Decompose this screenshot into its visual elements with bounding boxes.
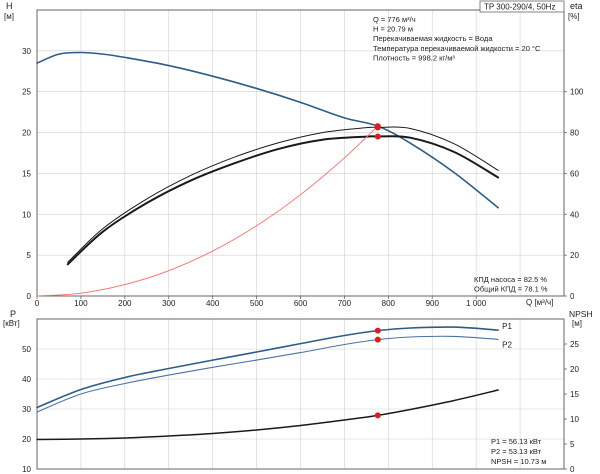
series-line-eta-total: [66, 135, 500, 266]
power-npsh-panel: 10 20 30 40 50 0 5 10 15 20 25 P1 P2 P [кВт] NPSH …: [3, 309, 593, 474]
series-line-p1: [36, 326, 499, 409]
top-x-axis-label: Q [м³/ч]: [526, 298, 553, 307]
y-left-tick-label: 0: [27, 292, 32, 301]
bottom-series: [36, 326, 499, 441]
duty-point-marker: [374, 336, 381, 343]
bottom-series-labels: P1 P2: [502, 322, 512, 349]
info-line: Q = 776 м³/ч: [373, 15, 416, 24]
y-left-tick-label: 5: [27, 251, 32, 260]
series-line-npsh: [36, 389, 499, 441]
head-efficiency-panel: 0 100 200 300 400 500 600 700 800 900 1 000 051015…: [4, 0, 584, 308]
summary-line: P1 = 56.13 кВт: [491, 437, 542, 446]
x-tick-label: 900: [426, 299, 440, 308]
x-tick-label: 500: [250, 299, 264, 308]
x-tick-label: 1 000: [466, 299, 487, 308]
x-tick-label: 600: [294, 299, 308, 308]
y-left-tick-label: 30: [22, 405, 31, 414]
y-left-tick-label: 20: [22, 129, 31, 138]
series-label-p2: P2: [502, 340, 512, 349]
y-left-tick-label: 20: [22, 435, 31, 444]
top-right-axis-label: eta: [570, 1, 583, 11]
top-series: [36, 51, 500, 297]
top-left-axis-unit: [м]: [4, 12, 14, 21]
y-left-tick-label: 15: [22, 169, 31, 178]
bottom-left-axis-unit: [кВт]: [3, 319, 20, 328]
y-right-tick-label: 15: [570, 390, 579, 399]
info-line: Перекачиваемая жидкость = Вода: [373, 34, 493, 43]
bottom-right-axis-unit: [м]: [572, 319, 582, 328]
y-right-tick-label: 40: [570, 210, 579, 219]
info-line: H = 20.79 м: [373, 25, 413, 34]
top-left-axis-label: H: [6, 1, 13, 11]
y-right-tick-label: 20: [570, 251, 579, 260]
duty-point-marker: [374, 327, 381, 334]
y-right-tick-label: 25: [570, 340, 579, 349]
y-right-tick-label: 0: [570, 292, 575, 301]
y-right-tick-label: 100: [570, 88, 584, 97]
x-tick-label: 200: [118, 299, 132, 308]
x-tick-label: 100: [74, 299, 88, 308]
y-right-tick-label: 10: [570, 415, 579, 424]
y-left-tick-label: 30: [22, 47, 31, 56]
summary-line: КПД насоса = 82.5 %: [474, 275, 547, 284]
bottom-duty-points: [374, 327, 381, 419]
bottom-right-tick-labels: 0 5 10 15 20 25: [564, 340, 579, 474]
y-right-tick-label: 20: [570, 365, 579, 374]
summary-line: P2 = 53.13 кВт: [491, 447, 542, 456]
duty-point-marker: [374, 412, 381, 419]
y-left-tick-label: 40: [22, 375, 31, 384]
top-x-tick-labels: 0 100 200 300 400 500 600 700 800 900 1 000: [35, 296, 487, 308]
y-right-tick-label: 0: [570, 465, 575, 474]
series-line-eta-pump: [67, 126, 499, 263]
x-tick-label: 0: [35, 299, 40, 308]
y-right-tick-label: 60: [570, 169, 579, 178]
duty-point-marker: [374, 124, 381, 131]
y-left-tick-label: 10: [22, 465, 31, 474]
info-line: Плотность = 998.2 кг/м³: [373, 53, 455, 62]
bottom-left-tick-labels: 10 20 30 40 50: [22, 345, 31, 474]
top-duty-points: [374, 123, 381, 140]
duty-point-marker: [374, 133, 381, 140]
series-line-head: [36, 51, 499, 209]
x-tick-label: 400: [206, 299, 220, 308]
model-label-box: [479, 0, 565, 13]
bottom-grid: [37, 319, 564, 469]
top-right-tick-labels: 0 20 40 60 80 100: [564, 88, 584, 301]
top-grid: [37, 10, 564, 296]
y-left-tick-label: 10: [22, 210, 31, 219]
y-left-tick-label: 25: [22, 88, 31, 97]
efficiency-summary: КПД насоса = 82.5 %Общий КПД = 78.1 %: [474, 275, 548, 294]
y-left-tick-label: 50: [22, 345, 31, 354]
series-label-p1: P1: [502, 322, 512, 331]
series-line-p2: [36, 335, 499, 413]
top-right-axis-unit: [%]: [568, 12, 580, 21]
x-tick-label: 800: [382, 299, 396, 308]
bottom-left-axis-label: P: [10, 309, 16, 319]
x-tick-label: 700: [338, 299, 352, 308]
bottom-right-axis-label: NPSH: [569, 309, 593, 319]
top-left-tick-labels: 0 5 10 15 20 25 30: [22, 47, 31, 301]
y-right-tick-label: 5: [570, 440, 575, 449]
series-line-system: [36, 125, 379, 297]
summary-line: Общий КПД = 78.1 %: [474, 285, 548, 294]
x-tick-label: 300: [162, 299, 176, 308]
info-line: Температура перекачиваемой жидкости = 20…: [373, 44, 541, 53]
y-right-tick-label: 80: [570, 129, 579, 138]
summary-line: NPSH = 10.73 м: [491, 457, 546, 466]
model-label: TP 300-290/4, 50Hz: [484, 3, 555, 12]
